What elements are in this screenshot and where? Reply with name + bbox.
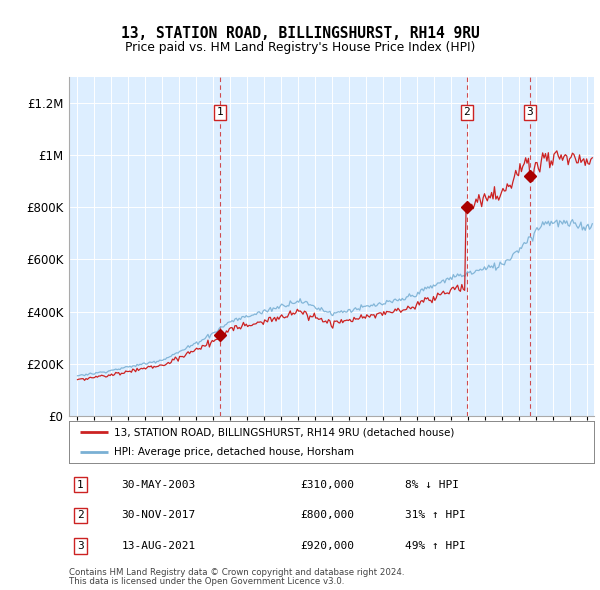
Text: 8% ↓ HPI: 8% ↓ HPI (405, 480, 459, 490)
Text: £920,000: £920,000 (300, 541, 354, 551)
Text: 2: 2 (77, 510, 84, 520)
Text: 13-AUG-2021: 13-AUG-2021 (121, 541, 196, 551)
Text: Price paid vs. HM Land Registry's House Price Index (HPI): Price paid vs. HM Land Registry's House … (125, 41, 475, 54)
Text: 30-MAY-2003: 30-MAY-2003 (121, 480, 196, 490)
Text: £310,000: £310,000 (300, 480, 354, 490)
Text: 3: 3 (526, 107, 533, 117)
Text: 31% ↑ HPI: 31% ↑ HPI (405, 510, 466, 520)
Text: 13, STATION ROAD, BILLINGSHURST, RH14 9RU (detached house): 13, STATION ROAD, BILLINGSHURST, RH14 9R… (113, 427, 454, 437)
Text: 3: 3 (77, 541, 84, 551)
Text: Contains HM Land Registry data © Crown copyright and database right 2024.: Contains HM Land Registry data © Crown c… (69, 568, 404, 576)
Text: This data is licensed under the Open Government Licence v3.0.: This data is licensed under the Open Gov… (69, 577, 344, 586)
Text: £800,000: £800,000 (300, 510, 354, 520)
Text: 1: 1 (77, 480, 84, 490)
Text: 30-NOV-2017: 30-NOV-2017 (121, 510, 196, 520)
Text: 1: 1 (217, 107, 224, 117)
Text: 13, STATION ROAD, BILLINGSHURST, RH14 9RU: 13, STATION ROAD, BILLINGSHURST, RH14 9R… (121, 25, 479, 41)
Text: 49% ↑ HPI: 49% ↑ HPI (405, 541, 466, 551)
Text: HPI: Average price, detached house, Horsham: HPI: Average price, detached house, Hors… (113, 447, 353, 457)
Text: 2: 2 (463, 107, 470, 117)
